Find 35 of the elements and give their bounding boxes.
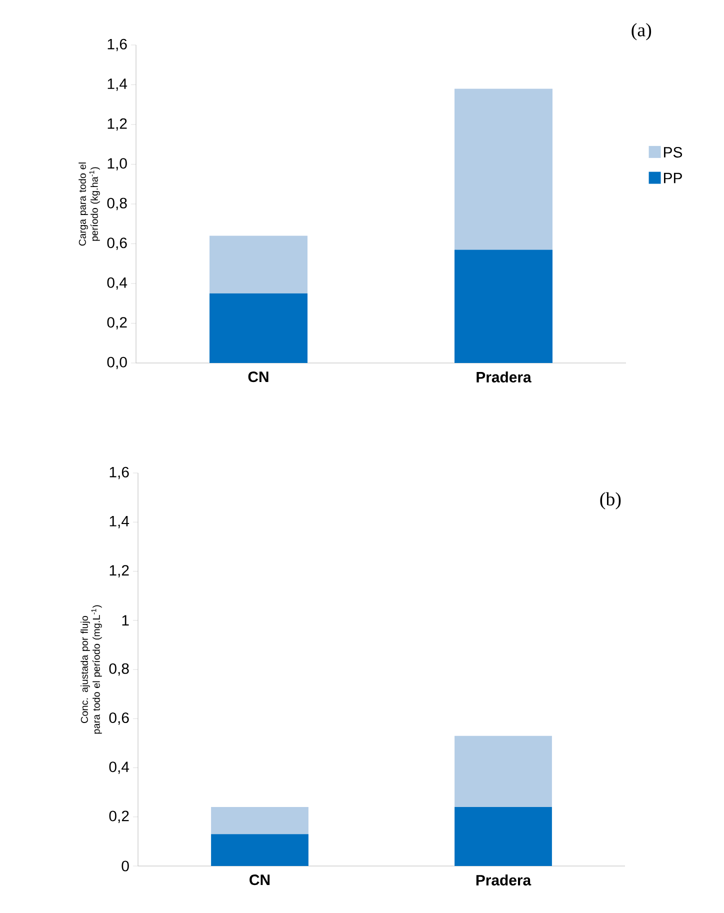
bar bbox=[454, 88, 553, 250]
bar bbox=[210, 236, 308, 294]
y-tick-label: 0,2 bbox=[107, 317, 127, 330]
legend-label: PS bbox=[664, 146, 682, 158]
annotation: (b) bbox=[600, 492, 621, 510]
y-tick-label: 0,2 bbox=[109, 810, 129, 824]
bar bbox=[211, 834, 308, 866]
bar bbox=[454, 807, 552, 866]
text: (a) bbox=[632, 23, 652, 40]
y-tick-label: 0,8 bbox=[107, 198, 127, 210]
y-tick-label: 0,4 bbox=[109, 762, 130, 774]
bar bbox=[210, 293, 308, 363]
y-tick-label: 0,0 bbox=[107, 356, 127, 370]
y-tick-label: 1,6 bbox=[108, 38, 127, 52]
y-tick-label: 0,8 bbox=[109, 663, 129, 676]
bar bbox=[454, 250, 553, 363]
x-tick-label: CN bbox=[250, 874, 270, 886]
x-tick-label: Pradera bbox=[476, 874, 532, 886]
y-tick-label: 1,4 bbox=[110, 516, 130, 528]
legend-label: PP bbox=[664, 172, 682, 184]
x-tick-label: Pradera bbox=[476, 372, 532, 382]
y-tick-label: 1,2 bbox=[108, 118, 127, 131]
y-tick-label: 1,6 bbox=[110, 466, 129, 480]
y-tick-label: 1 bbox=[122, 615, 129, 626]
y-axis-title: Conc. ajustada por flujo para todo el período (mg.L$^{-1}$) bbox=[80, 605, 102, 734]
x-tick-label: CN bbox=[248, 372, 268, 382]
y-tick-label: 0,6 bbox=[107, 238, 127, 250]
y-tick-label: 1,4 bbox=[108, 78, 128, 91]
bar bbox=[211, 807, 308, 834]
y-tick-label: 1,0 bbox=[108, 158, 127, 170]
y-tick-label: 0,6 bbox=[109, 712, 129, 725]
bar bbox=[454, 736, 552, 808]
y-tick-label: 0 bbox=[122, 860, 129, 872]
y-tick-label: 0,4 bbox=[107, 277, 128, 290]
y-tick-label: 1,2 bbox=[110, 565, 129, 578]
